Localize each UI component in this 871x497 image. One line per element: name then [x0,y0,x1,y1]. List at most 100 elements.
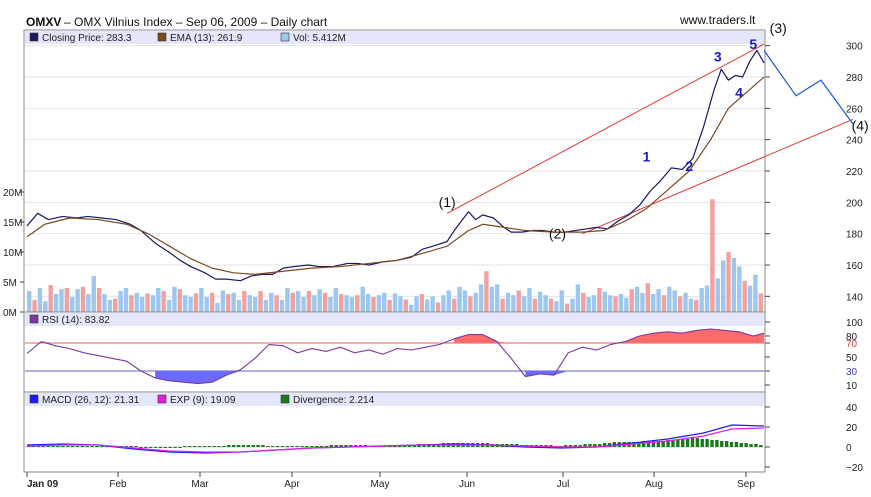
divergence-bar [334,445,338,447]
divergence-bar [197,446,202,447]
divergence-bar [158,447,163,448]
volume-bar [371,297,376,312]
divergence-bar [285,446,290,447]
divergence-bar [192,446,197,447]
volume-bar [204,297,209,312]
volume-bar [145,293,150,312]
price-legend-bar [25,31,764,44]
volume-bar [306,291,312,312]
price-legend: Closing Price: 283.3 EMA (13): 261.9 Vol: … [29,32,346,44]
volume-bar [677,296,683,312]
volume-bar [597,288,602,312]
volume-bar [468,296,473,312]
volume-bar [645,283,651,312]
divergence-bar [188,446,192,447]
volume-bar [252,297,258,312]
legend-label: RSI (14): 83.82 [42,315,110,326]
divergence-bar [66,446,70,447]
volume-bar [527,288,532,312]
divergence-bar [207,446,211,447]
volume-bar [226,294,231,312]
divergence-bar [681,439,685,447]
volume-bar [156,288,161,312]
divergence-bar [602,443,607,447]
volume-bar [575,284,581,312]
divergence-bar [183,446,187,447]
volume-bar [59,289,64,312]
legend-label: MACD (26, 12): 21.31 [42,395,140,406]
volume-bar [613,296,618,312]
volume-bar [339,294,344,312]
divergence-bar [149,447,153,448]
volume-bar [570,298,575,312]
divergence-bar [715,440,719,447]
volume-bar [382,292,387,312]
x-tick-label: Sep [737,479,755,490]
volume-bar [349,297,355,312]
divergence-bar [290,446,294,447]
volume-bar [398,296,403,312]
volume-bar [602,291,607,312]
legend-label: Divergence: 2.214 [293,395,375,406]
divergence-bar [641,441,646,447]
price-lines [26,49,854,282]
volume-bar [694,300,699,312]
volume-bar [107,300,113,312]
volume-bar [667,286,672,312]
y-tick-label: 140 [846,292,863,303]
legend-swatch [29,394,39,404]
y-tick-label: 220 [846,167,863,178]
divergence-bar [710,440,714,447]
rsi-oversold-fill [155,371,569,384]
x-axis: Jan 09 Feb Mar Apr May Jun Jul Aug Sep [26,472,755,490]
legend-label: Closing Price: 283.3 [42,33,132,44]
volume-bar [360,286,365,312]
rsi-line [26,328,765,385]
divergence-bar [685,439,690,447]
volume-bar [683,292,688,312]
volume-bar [199,288,204,312]
volume-bar [688,298,694,312]
volume-bar [618,294,624,312]
volume-bar [355,295,360,312]
x-tick-label: Aug [645,479,663,490]
divergence-bar [90,446,94,447]
legend-swatch [29,314,39,324]
divergence-bar [231,445,236,447]
divergence-bar [75,446,80,447]
divergence-bar [163,447,168,448]
divergence-bar [754,444,758,447]
divergence-bar [173,447,177,448]
divergence-bar [212,446,216,447]
divergence-bar [329,445,333,447]
divergence-bar [407,445,412,447]
volume-bar [699,288,704,312]
volume-bar [435,302,441,312]
divergence-bar [227,445,231,447]
volume-bar [344,295,349,312]
divergence-bar [695,438,700,447]
volume-bar [651,294,656,312]
legend-swatch [29,32,39,42]
wave-label: 2 [685,158,693,174]
volume-tick-label: 0M [3,308,17,319]
divergence-bar [139,447,143,448]
divergence-bar [271,446,275,447]
x-tick-label: Jan 09 [27,479,59,490]
volume-bar [183,295,188,312]
volume-bar [591,295,597,312]
divergence-bar [349,445,353,447]
channel-line [446,43,765,214]
divergence-bar [124,446,128,447]
divergence-bar [178,447,182,448]
volume-bar [312,295,317,312]
divergence-bar [51,446,55,447]
rsi-overbought-fill [41,329,764,343]
macd-plot [25,424,765,454]
volume-bar [274,295,279,312]
macd-tick-label: 20 [846,423,858,434]
volume-bar [328,297,333,312]
divergence-bar [80,446,85,447]
divergence-bar [300,446,304,447]
volume-bar [96,288,102,312]
